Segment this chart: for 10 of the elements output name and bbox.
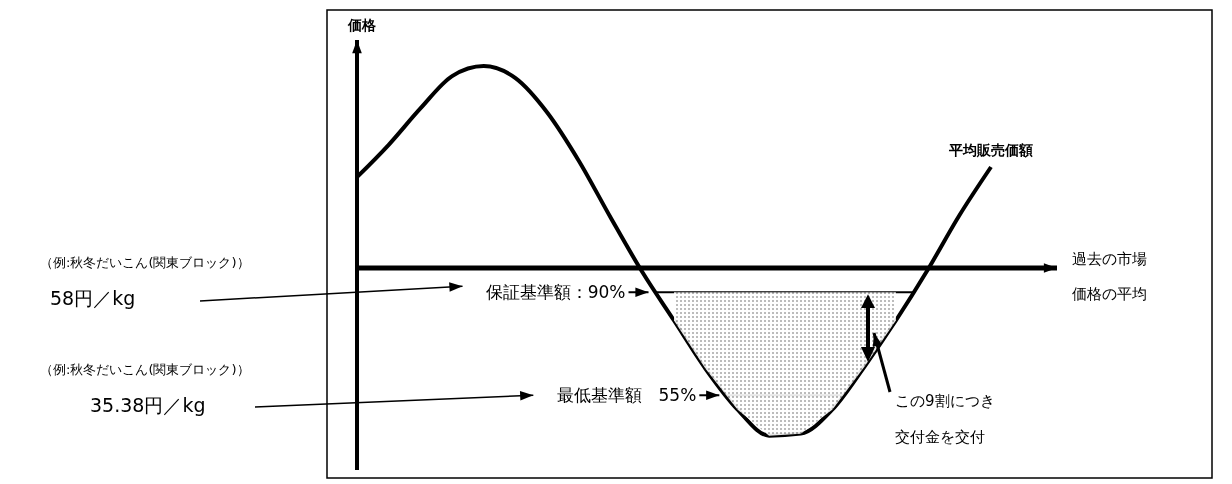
text: 58円／kg	[50, 287, 136, 309]
text: 35.38円／kg	[90, 394, 206, 416]
text: この9割につき交付金を交付	[895, 392, 995, 446]
y-axis-title: 価格	[347, 17, 377, 33]
ref-line-label: 保証基準額：90%	[485, 282, 626, 303]
series-label: 平均販売価額	[948, 142, 1033, 158]
x-axis-title: 過去の市場価格の平均	[1072, 250, 1147, 303]
ref-line-label: 最低基準額 55%	[556, 385, 697, 406]
text: （例:秋冬だいこん(関東ブロック)）	[40, 362, 250, 377]
text: （例:秋冬だいこん(関東ブロック)）	[40, 255, 250, 270]
